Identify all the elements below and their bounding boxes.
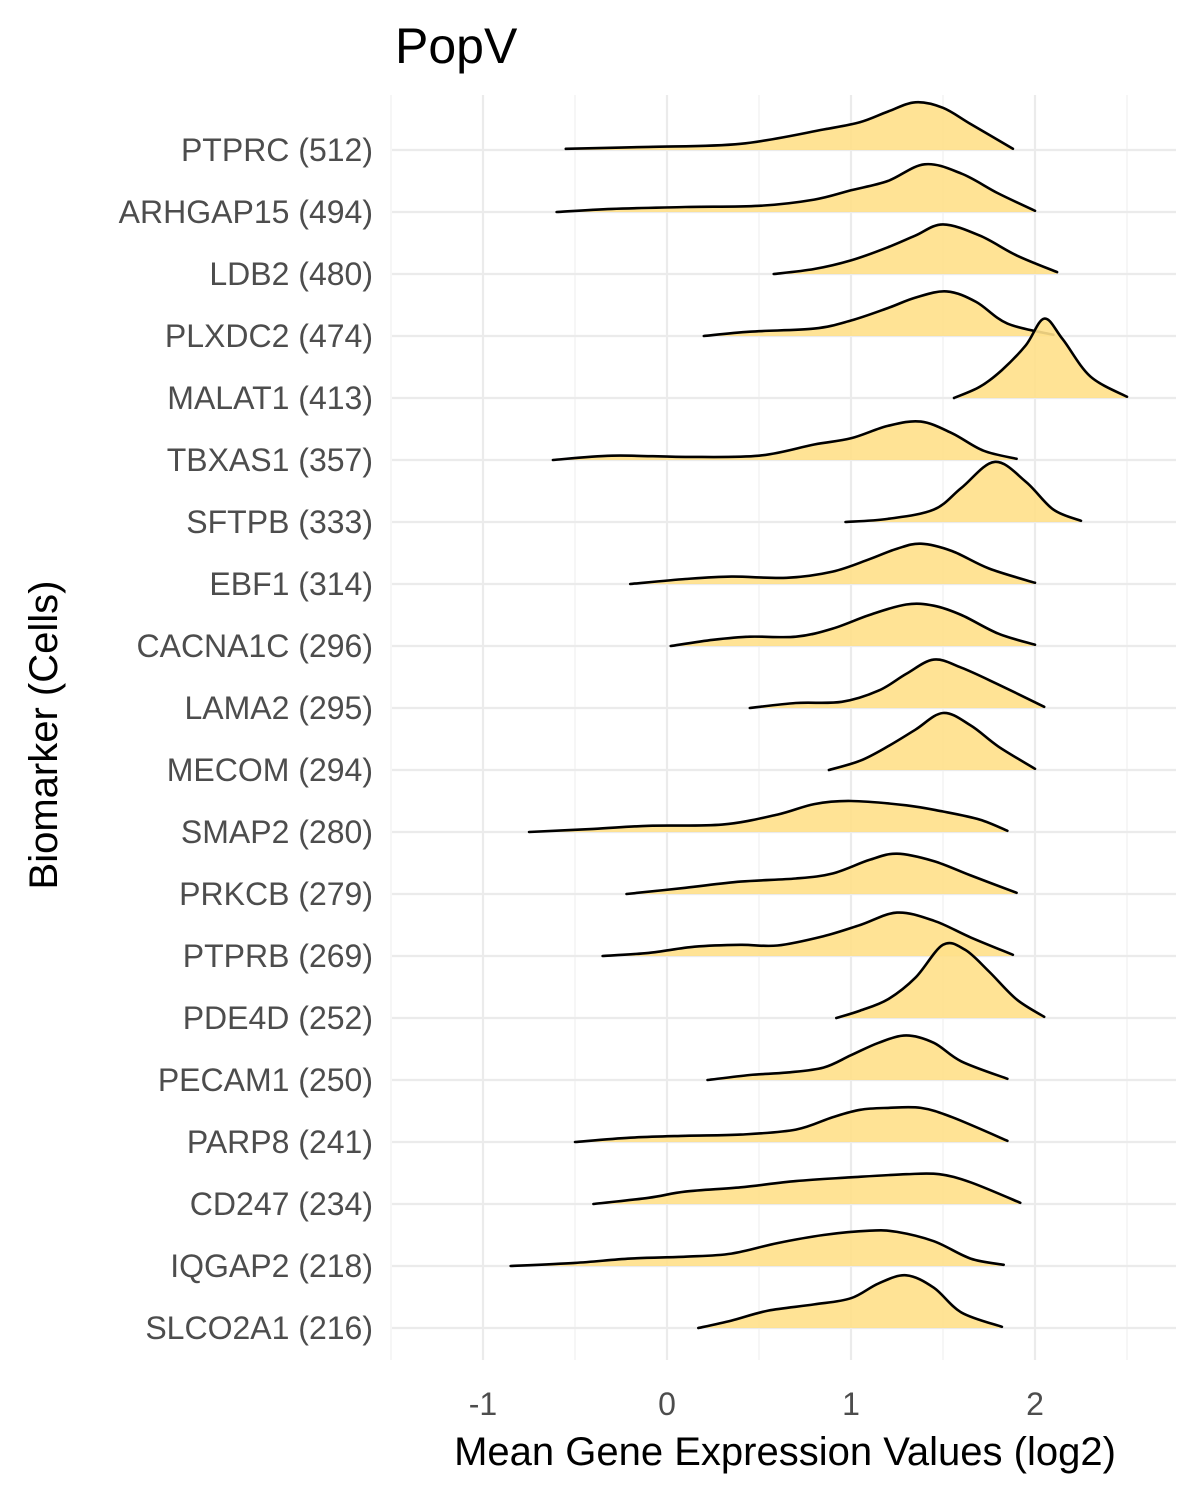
ridges bbox=[509, 100, 1129, 1330]
y-tick-label: LDB2 (480) bbox=[209, 256, 373, 292]
y-tick-label: PTPRB (269) bbox=[183, 938, 373, 974]
ridge-line bbox=[772, 223, 1059, 276]
ridge-fill bbox=[602, 912, 1013, 956]
ridge bbox=[527, 799, 1009, 834]
ridge bbox=[844, 460, 1083, 524]
ridge bbox=[592, 1172, 1022, 1206]
y-tick-label: PLXDC2 (474) bbox=[165, 318, 373, 354]
y-tick-label: MECOM (294) bbox=[167, 752, 373, 788]
ridge bbox=[601, 911, 1015, 958]
y-tick-label: PRKCB (279) bbox=[179, 876, 373, 912]
y-tick-label: MALAT1 (413) bbox=[167, 380, 373, 416]
y-tick-label: PARP8 (241) bbox=[187, 1124, 373, 1160]
ridge-line bbox=[835, 941, 1046, 1020]
y-tick-label: SLCO2A1 (216) bbox=[145, 1310, 373, 1346]
ridge-fill bbox=[593, 1173, 1021, 1204]
x-tick-labels: -1 0 1 2 bbox=[469, 1386, 1044, 1422]
y-tick-label: SFTPB (333) bbox=[186, 504, 373, 540]
ridge-fill bbox=[529, 800, 1008, 832]
ridge-line bbox=[592, 1172, 1022, 1206]
ridge bbox=[952, 317, 1129, 400]
ridge-line bbox=[564, 100, 1015, 151]
ridge-line bbox=[573, 1105, 1009, 1144]
y-tick-label: PTPRC (512) bbox=[181, 132, 373, 168]
x-tick-label: 1 bbox=[842, 1386, 860, 1422]
ridge bbox=[628, 542, 1037, 586]
x-tick-label: 2 bbox=[1026, 1386, 1044, 1422]
ridge-line bbox=[669, 602, 1037, 648]
ridge-line bbox=[551, 419, 1018, 462]
ridge bbox=[564, 100, 1015, 151]
ridge-line bbox=[748, 658, 1046, 710]
x-axis-title: Mean Gene Expression Values (log2) bbox=[454, 1430, 1116, 1474]
y-tick-label: EBF1 (314) bbox=[209, 566, 373, 602]
ridge-fill bbox=[698, 1275, 1002, 1328]
y-axis-title: Biomarker (Cells) bbox=[22, 581, 66, 890]
y-tick-label: SMAP2 (280) bbox=[181, 814, 373, 850]
ridge bbox=[706, 1034, 1009, 1082]
grid-lines bbox=[390, 95, 1176, 1360]
ridge-fill bbox=[670, 603, 1035, 646]
ridge-line bbox=[509, 1229, 1005, 1268]
ridge bbox=[551, 419, 1018, 462]
ridge-line bbox=[628, 542, 1037, 586]
y-tick-label: IQGAP2 (218) bbox=[170, 1248, 373, 1284]
ridge bbox=[555, 162, 1037, 214]
y-tick-label: ARHGAP15 (494) bbox=[119, 194, 373, 230]
y-tick-label: LAMA2 (295) bbox=[184, 690, 373, 726]
ridge-line bbox=[625, 852, 1018, 896]
y-tick-label: PECAM1 (250) bbox=[158, 1062, 373, 1098]
ridge-fill bbox=[954, 318, 1127, 398]
ridge-line bbox=[527, 799, 1009, 834]
ridge-line bbox=[555, 162, 1037, 214]
y-tick-label: CD247 (234) bbox=[190, 1186, 373, 1222]
ridge bbox=[748, 658, 1046, 710]
ridge-line bbox=[952, 317, 1129, 400]
ridge-line bbox=[844, 460, 1083, 524]
ridge bbox=[702, 290, 1055, 338]
ridge-line bbox=[706, 1034, 1009, 1082]
ridge-fill bbox=[773, 224, 1058, 274]
ridge-fill bbox=[703, 291, 1054, 336]
ridge-fill bbox=[630, 543, 1035, 584]
x-tick-label: -1 bbox=[469, 1386, 497, 1422]
ridge bbox=[669, 602, 1037, 648]
ridge bbox=[835, 941, 1046, 1020]
ridge-fill bbox=[575, 1107, 1008, 1142]
y-tick-label: CACNA1C (296) bbox=[136, 628, 373, 664]
ridge bbox=[509, 1229, 1005, 1268]
ridge-fill bbox=[556, 164, 1035, 212]
chart-title: PopV bbox=[395, 18, 518, 74]
ridge-fill bbox=[565, 102, 1013, 150]
y-tick-label: PDE4D (252) bbox=[183, 1000, 373, 1036]
ridge-line bbox=[697, 1273, 1004, 1330]
y-tick-label: TBXAS1 (357) bbox=[167, 442, 373, 478]
ridge-fill bbox=[828, 712, 1035, 770]
ridge-fill bbox=[552, 421, 1017, 460]
ridge bbox=[573, 1105, 1009, 1144]
ridge-line bbox=[601, 911, 1015, 958]
ridge bbox=[827, 711, 1037, 772]
ridge bbox=[697, 1273, 1004, 1330]
x-tick-label: 0 bbox=[658, 1386, 676, 1422]
y-tick-labels: PTPRC (512) ARHGAP15 (494) LDB2 (480) PLXDC… bbox=[119, 132, 373, 1346]
ridge-fill bbox=[707, 1035, 1008, 1080]
ridge-fill bbox=[749, 659, 1045, 708]
ridge-line bbox=[702, 290, 1055, 338]
ridge-fill bbox=[845, 461, 1081, 522]
ridge bbox=[625, 852, 1018, 896]
ridge-line bbox=[827, 711, 1037, 772]
ridge bbox=[772, 223, 1059, 276]
